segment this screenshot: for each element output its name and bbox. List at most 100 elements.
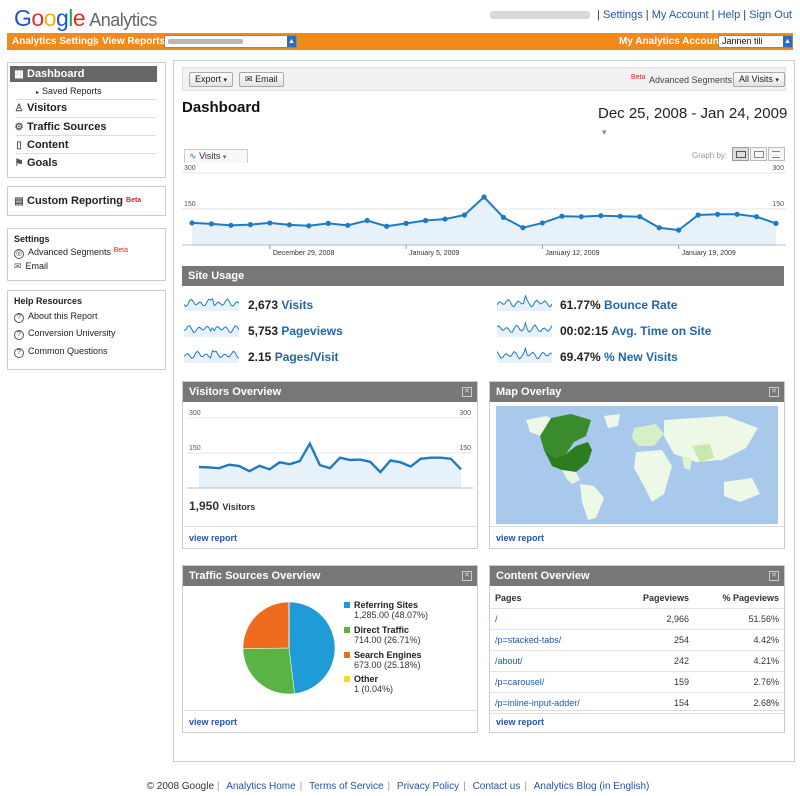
bounce-rate-link[interactable]: Bounce Rate (604, 298, 678, 312)
page-link[interactable]: /about/ (495, 656, 523, 666)
new-visits-link[interactable]: % New Visits (604, 350, 678, 364)
report-icon: ▤ (14, 196, 24, 207)
sidebar-item-content[interactable]: ▯ Content (10, 137, 158, 153)
sparkline-area (497, 295, 552, 311)
settings-link[interactable]: Settings (603, 9, 643, 21)
view-report-link[interactable]: view report (496, 717, 545, 727)
pie-slice (242, 601, 290, 649)
select-arrow-icon: ▲ (783, 36, 792, 47)
advanced-segments-link[interactable]: ◎ Advanced Segments Beta (14, 247, 128, 259)
region-greenland (604, 414, 620, 428)
y-tick-label-left: 150 (184, 201, 196, 208)
help-heading: Help Resources (14, 296, 83, 306)
analytics-settings-link[interactable]: Analytics Settings (12, 36, 99, 47)
view-report-link[interactable]: view report (189, 717, 238, 727)
region-europe (632, 424, 664, 446)
google-analytics-logo[interactable]: Google Analytics (14, 5, 157, 31)
data-point (753, 214, 760, 220)
metric-select[interactable]: ∿ Visits ▾ (184, 149, 248, 163)
sidebar-item-dashboard[interactable]: ▦ Dashboard (10, 66, 157, 82)
close-icon[interactable]: ✕ (462, 571, 472, 581)
data-point (617, 213, 623, 219)
help-link[interactable]: Help (717, 9, 741, 21)
date-range-picker[interactable]: Dec 25, 2008 - Jan 24, 2009 ▾ (598, 105, 788, 137)
metric-avg-time: 00:02:15 Avg. Time on Site (560, 324, 712, 338)
graph-by-label: Graph by: (692, 151, 728, 160)
page-link[interactable]: /p=stacked-tabs/ (495, 635, 562, 645)
map-overlay-widget: Map Overlay ✕ view report (489, 381, 785, 549)
close-icon[interactable]: ✕ (462, 387, 472, 397)
widget-title: Visitors Overview (183, 382, 477, 402)
top-links: | Settings | My Account | Help | Sign Ou… (490, 9, 792, 21)
email-link[interactable]: ✉ Email (14, 261, 49, 271)
pageviews-link[interactable]: Pageviews (281, 324, 343, 338)
sidebar-item-visitors[interactable]: ♙ Visitors (10, 100, 158, 116)
sparkline-line (497, 347, 552, 360)
graph-by-day-button[interactable] (732, 147, 749, 161)
y-tick-label-left: 300 (184, 165, 196, 172)
data-point (286, 222, 292, 228)
visits-link[interactable]: Visits (281, 298, 314, 312)
page-title: Dashboard (182, 99, 261, 116)
footer-blog-link[interactable]: Analytics Blog (in English) (533, 781, 650, 792)
sign-out-link[interactable]: Sign Out (749, 9, 792, 21)
help-resources-box: Help Resources ? About this Report ? Conve… (7, 290, 166, 370)
flag-icon: ⚑ (14, 158, 24, 169)
help-common-questions[interactable]: ? Common Questions (14, 346, 108, 358)
sidebar-item-goals[interactable]: ⚑ Goals (10, 155, 158, 171)
toolbar: Export ▾ ✉ Email Beta Advanced Segments:… (182, 67, 786, 91)
view-report-link[interactable]: view report (496, 533, 545, 543)
bounce-rate-sparkline (497, 295, 552, 311)
user-email-redacted (490, 11, 591, 20)
help-conversion-university[interactable]: ? Conversion University (14, 328, 116, 340)
sidebar-item-custom-reporting[interactable]: ▤ Custom Reporting Beta (10, 193, 158, 209)
settings-heading: Settings (14, 234, 50, 244)
pages-per-visit-link[interactable]: Pages/Visit (274, 350, 339, 364)
visits-sparkline (184, 297, 239, 311)
data-point (656, 225, 662, 231)
graph-by-month-button[interactable] (768, 147, 785, 161)
close-icon[interactable]: ✕ (769, 571, 779, 581)
avg-time-link[interactable]: Avg. Time on Site (611, 324, 712, 338)
sidebar-item-saved-reports[interactable]: ▸ Saved Reports (36, 86, 102, 96)
world-map[interactable] (496, 406, 778, 524)
footer-terms-link[interactable]: Terms of Service (309, 781, 384, 792)
my-account-link[interactable]: My Account (651, 9, 709, 21)
page-link[interactable]: / (495, 614, 498, 624)
view-reports-label: View Reports: (102, 36, 169, 47)
account-select[interactable]: Jannen tili ▲ (718, 35, 793, 48)
week-icon (754, 151, 764, 158)
table-row: /p=inline-input-adder/ 154 2.68% (490, 692, 784, 714)
arrow-icon: ▸ (36, 90, 40, 96)
sparkline-line (184, 297, 239, 308)
footer-analytics-home-link[interactable]: Analytics Home (226, 781, 296, 792)
content-overview-widget: Content Overview ✕ Pages Pageviews % Pag… (489, 565, 785, 733)
footer-contact-link[interactable]: Contact us (472, 781, 521, 792)
view-report-link[interactable]: view report (189, 533, 238, 543)
sparkline-line (184, 349, 239, 359)
segment-select[interactable]: All Visits ▾ (733, 72, 785, 87)
page-link[interactable]: /p=carousel/ (495, 677, 545, 687)
export-button[interactable]: Export ▾ (189, 72, 234, 87)
x-tick-label: January 12, 2009 (545, 250, 599, 257)
table-row: /p=stacked-tabs/ 254 4.42% (490, 629, 784, 651)
page-link[interactable]: /p=inline-input-adder/ (495, 698, 580, 708)
visits-line-chart: 300 300 150 150 December 29, 2008 January 5, … (182, 165, 786, 257)
day-icon (736, 151, 746, 158)
region-usa (544, 442, 592, 472)
view-reports-select[interactable]: ▲ (164, 35, 297, 48)
main-content: Export ▾ ✉ Email Beta Advanced Segments:… (173, 60, 795, 762)
graph-by-week-button[interactable] (750, 147, 767, 161)
table-header-row: Pages Pageviews % Pageviews (490, 588, 784, 609)
content-table: Pages Pageviews % Pageviews / 2,966 51.5… (490, 588, 784, 714)
y-tick-label-left: 150 (189, 445, 201, 452)
data-point (228, 222, 234, 228)
help-about-report[interactable]: ? About this Report (14, 311, 98, 323)
close-icon[interactable]: ✕ (769, 387, 779, 397)
visitors-total: 1,950 Visitors (189, 499, 256, 513)
email-button[interactable]: ✉ Email (239, 72, 284, 87)
metric-visits: 2,673 Visits (248, 298, 314, 312)
series-area (192, 197, 776, 245)
footer-privacy-link[interactable]: Privacy Policy (396, 781, 460, 792)
sidebar-item-traffic-sources[interactable]: ⚙ Traffic Sources (10, 119, 158, 135)
